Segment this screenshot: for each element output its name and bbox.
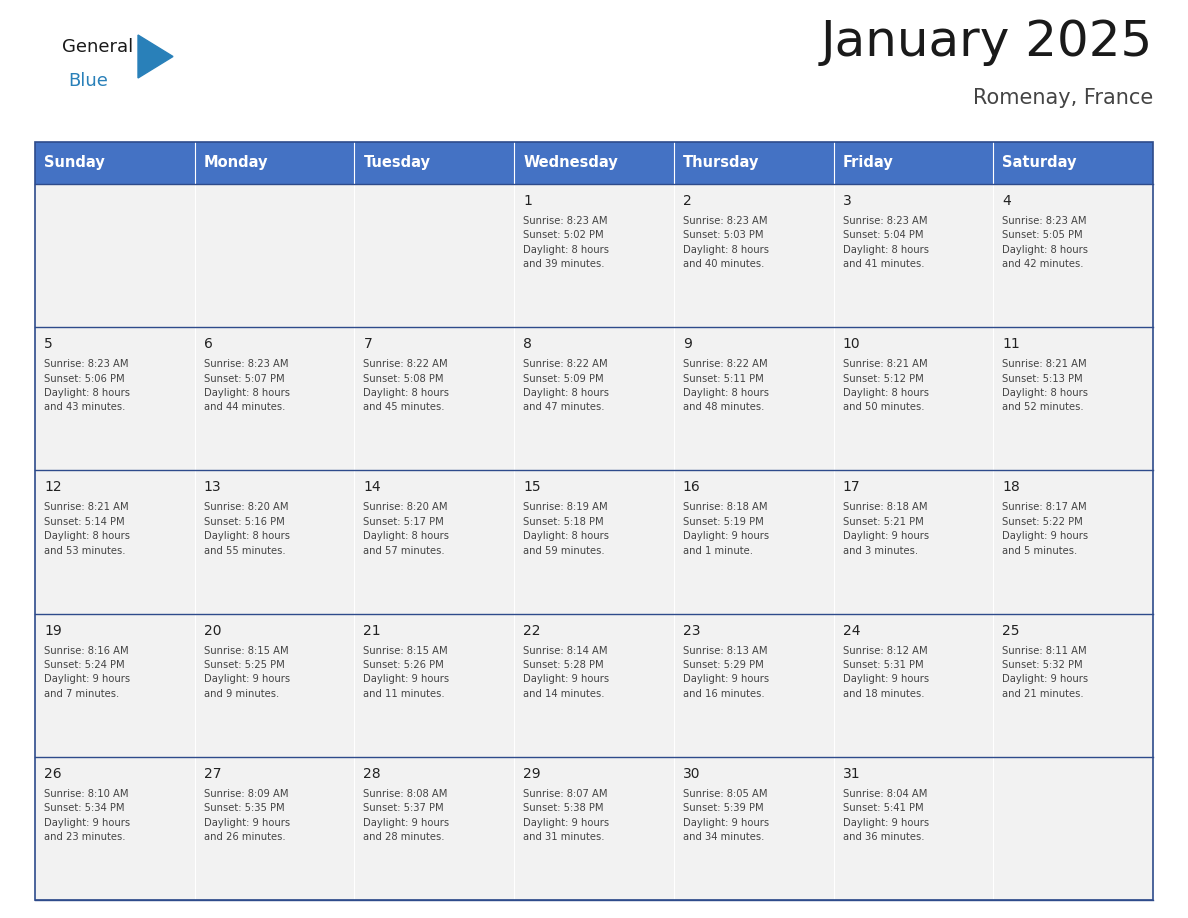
Text: Sunrise: 8:23 AM
Sunset: 5:03 PM
Daylight: 8 hours
and 40 minutes.: Sunrise: 8:23 AM Sunset: 5:03 PM Dayligh… — [683, 216, 769, 269]
Bar — [834, 142, 993, 184]
Text: 3: 3 — [842, 194, 852, 208]
Text: 10: 10 — [842, 337, 860, 352]
Text: Sunrise: 8:23 AM
Sunset: 5:04 PM
Daylight: 8 hours
and 41 minutes.: Sunrise: 8:23 AM Sunset: 5:04 PM Dayligh… — [842, 216, 929, 269]
Text: Saturday: Saturday — [1003, 155, 1076, 171]
Text: Tuesday: Tuesday — [364, 155, 430, 171]
Text: Sunday: Sunday — [44, 155, 105, 171]
Bar — [34, 470, 1154, 613]
Bar — [674, 142, 834, 184]
Bar — [34, 327, 1154, 470]
Text: Wednesday: Wednesday — [523, 155, 618, 171]
Text: 17: 17 — [842, 480, 860, 495]
Text: 23: 23 — [683, 623, 701, 638]
Text: Blue: Blue — [68, 72, 108, 90]
Text: 25: 25 — [1003, 623, 1019, 638]
Text: 8: 8 — [523, 337, 532, 352]
Text: Sunrise: 8:14 AM
Sunset: 5:28 PM
Daylight: 9 hours
and 14 minutes.: Sunrise: 8:14 AM Sunset: 5:28 PM Dayligh… — [523, 645, 609, 699]
Text: 24: 24 — [842, 623, 860, 638]
Text: Sunrise: 8:05 AM
Sunset: 5:39 PM
Daylight: 9 hours
and 34 minutes.: Sunrise: 8:05 AM Sunset: 5:39 PM Dayligh… — [683, 789, 769, 842]
Text: Sunrise: 8:20 AM
Sunset: 5:17 PM
Daylight: 8 hours
and 57 minutes.: Sunrise: 8:20 AM Sunset: 5:17 PM Dayligh… — [364, 502, 449, 555]
Text: Sunrise: 8:19 AM
Sunset: 5:18 PM
Daylight: 8 hours
and 59 minutes.: Sunrise: 8:19 AM Sunset: 5:18 PM Dayligh… — [523, 502, 609, 555]
Text: 5: 5 — [44, 337, 52, 352]
Text: Friday: Friday — [842, 155, 893, 171]
Text: Sunrise: 8:23 AM
Sunset: 5:05 PM
Daylight: 8 hours
and 42 minutes.: Sunrise: 8:23 AM Sunset: 5:05 PM Dayligh… — [1003, 216, 1088, 269]
Text: Sunrise: 8:12 AM
Sunset: 5:31 PM
Daylight: 9 hours
and 18 minutes.: Sunrise: 8:12 AM Sunset: 5:31 PM Dayligh… — [842, 645, 929, 699]
Text: 4: 4 — [1003, 194, 1011, 208]
Text: 28: 28 — [364, 767, 381, 781]
Text: 12: 12 — [44, 480, 62, 495]
Text: Sunrise: 8:09 AM
Sunset: 5:35 PM
Daylight: 9 hours
and 26 minutes.: Sunrise: 8:09 AM Sunset: 5:35 PM Dayligh… — [203, 789, 290, 842]
Text: 13: 13 — [203, 480, 221, 495]
Text: Sunrise: 8:23 AM
Sunset: 5:07 PM
Daylight: 8 hours
and 44 minutes.: Sunrise: 8:23 AM Sunset: 5:07 PM Dayligh… — [203, 359, 290, 412]
Text: Sunrise: 8:15 AM
Sunset: 5:26 PM
Daylight: 9 hours
and 11 minutes.: Sunrise: 8:15 AM Sunset: 5:26 PM Dayligh… — [364, 645, 449, 699]
Text: 29: 29 — [523, 767, 541, 781]
Bar — [34, 142, 1154, 900]
Text: Sunrise: 8:07 AM
Sunset: 5:38 PM
Daylight: 9 hours
and 31 minutes.: Sunrise: 8:07 AM Sunset: 5:38 PM Dayligh… — [523, 789, 609, 842]
Text: 1: 1 — [523, 194, 532, 208]
Text: 16: 16 — [683, 480, 701, 495]
Text: Thursday: Thursday — [683, 155, 759, 171]
Text: Sunrise: 8:20 AM
Sunset: 5:16 PM
Daylight: 8 hours
and 55 minutes.: Sunrise: 8:20 AM Sunset: 5:16 PM Dayligh… — [203, 502, 290, 555]
Text: Sunrise: 8:23 AM
Sunset: 5:02 PM
Daylight: 8 hours
and 39 minutes.: Sunrise: 8:23 AM Sunset: 5:02 PM Dayligh… — [523, 216, 609, 269]
Text: January 2025: January 2025 — [821, 18, 1154, 66]
Text: Sunrise: 8:22 AM
Sunset: 5:08 PM
Daylight: 8 hours
and 45 minutes.: Sunrise: 8:22 AM Sunset: 5:08 PM Dayligh… — [364, 359, 449, 412]
Text: Sunrise: 8:18 AM
Sunset: 5:19 PM
Daylight: 9 hours
and 1 minute.: Sunrise: 8:18 AM Sunset: 5:19 PM Dayligh… — [683, 502, 769, 555]
Text: Sunrise: 8:23 AM
Sunset: 5:06 PM
Daylight: 8 hours
and 43 minutes.: Sunrise: 8:23 AM Sunset: 5:06 PM Dayligh… — [44, 359, 129, 412]
Text: Sunrise: 8:13 AM
Sunset: 5:29 PM
Daylight: 9 hours
and 16 minutes.: Sunrise: 8:13 AM Sunset: 5:29 PM Dayligh… — [683, 645, 769, 699]
Text: 15: 15 — [523, 480, 541, 495]
Text: Sunrise: 8:21 AM
Sunset: 5:13 PM
Daylight: 8 hours
and 52 minutes.: Sunrise: 8:21 AM Sunset: 5:13 PM Dayligh… — [1003, 359, 1088, 412]
Text: 27: 27 — [203, 767, 221, 781]
Text: Sunrise: 8:10 AM
Sunset: 5:34 PM
Daylight: 9 hours
and 23 minutes.: Sunrise: 8:10 AM Sunset: 5:34 PM Dayligh… — [44, 789, 131, 842]
Bar — [34, 184, 1154, 327]
Text: 22: 22 — [523, 623, 541, 638]
Text: Romenay, France: Romenay, France — [973, 88, 1154, 108]
Text: 2: 2 — [683, 194, 691, 208]
Text: Sunrise: 8:17 AM
Sunset: 5:22 PM
Daylight: 9 hours
and 5 minutes.: Sunrise: 8:17 AM Sunset: 5:22 PM Dayligh… — [1003, 502, 1088, 555]
Text: 21: 21 — [364, 623, 381, 638]
Text: 7: 7 — [364, 337, 372, 352]
Text: 19: 19 — [44, 623, 62, 638]
Text: 31: 31 — [842, 767, 860, 781]
Bar — [195, 142, 354, 184]
Polygon shape — [138, 35, 173, 78]
Text: 9: 9 — [683, 337, 691, 352]
Bar — [34, 756, 1154, 900]
Text: 14: 14 — [364, 480, 381, 495]
Text: General: General — [62, 38, 133, 56]
Text: Sunrise: 8:18 AM
Sunset: 5:21 PM
Daylight: 9 hours
and 3 minutes.: Sunrise: 8:18 AM Sunset: 5:21 PM Dayligh… — [842, 502, 929, 555]
Text: 26: 26 — [44, 767, 62, 781]
Text: Sunrise: 8:15 AM
Sunset: 5:25 PM
Daylight: 9 hours
and 9 minutes.: Sunrise: 8:15 AM Sunset: 5:25 PM Dayligh… — [203, 645, 290, 699]
Bar — [354, 142, 514, 184]
Text: Sunrise: 8:22 AM
Sunset: 5:09 PM
Daylight: 8 hours
and 47 minutes.: Sunrise: 8:22 AM Sunset: 5:09 PM Dayligh… — [523, 359, 609, 412]
Text: 18: 18 — [1003, 480, 1020, 495]
Bar — [514, 142, 674, 184]
Bar — [34, 613, 1154, 756]
Text: Monday: Monday — [203, 155, 268, 171]
Text: 6: 6 — [203, 337, 213, 352]
Text: 20: 20 — [203, 623, 221, 638]
Text: Sunrise: 8:11 AM
Sunset: 5:32 PM
Daylight: 9 hours
and 21 minutes.: Sunrise: 8:11 AM Sunset: 5:32 PM Dayligh… — [1003, 645, 1088, 699]
Text: Sunrise: 8:16 AM
Sunset: 5:24 PM
Daylight: 9 hours
and 7 minutes.: Sunrise: 8:16 AM Sunset: 5:24 PM Dayligh… — [44, 645, 131, 699]
Text: Sunrise: 8:04 AM
Sunset: 5:41 PM
Daylight: 9 hours
and 36 minutes.: Sunrise: 8:04 AM Sunset: 5:41 PM Dayligh… — [842, 789, 929, 842]
Text: Sunrise: 8:21 AM
Sunset: 5:14 PM
Daylight: 8 hours
and 53 minutes.: Sunrise: 8:21 AM Sunset: 5:14 PM Dayligh… — [44, 502, 129, 555]
Text: Sunrise: 8:08 AM
Sunset: 5:37 PM
Daylight: 9 hours
and 28 minutes.: Sunrise: 8:08 AM Sunset: 5:37 PM Dayligh… — [364, 789, 449, 842]
Bar — [34, 142, 195, 184]
Text: Sunrise: 8:21 AM
Sunset: 5:12 PM
Daylight: 8 hours
and 50 minutes.: Sunrise: 8:21 AM Sunset: 5:12 PM Dayligh… — [842, 359, 929, 412]
Text: 11: 11 — [1003, 337, 1020, 352]
Text: 30: 30 — [683, 767, 701, 781]
Bar — [993, 142, 1154, 184]
Text: Sunrise: 8:22 AM
Sunset: 5:11 PM
Daylight: 8 hours
and 48 minutes.: Sunrise: 8:22 AM Sunset: 5:11 PM Dayligh… — [683, 359, 769, 412]
